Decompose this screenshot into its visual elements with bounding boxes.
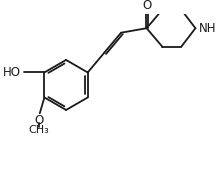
Text: NH: NH xyxy=(199,22,217,35)
Text: HO: HO xyxy=(3,66,21,79)
Text: CH₃: CH₃ xyxy=(28,125,49,135)
Text: O: O xyxy=(142,0,151,11)
Text: O: O xyxy=(34,114,44,127)
